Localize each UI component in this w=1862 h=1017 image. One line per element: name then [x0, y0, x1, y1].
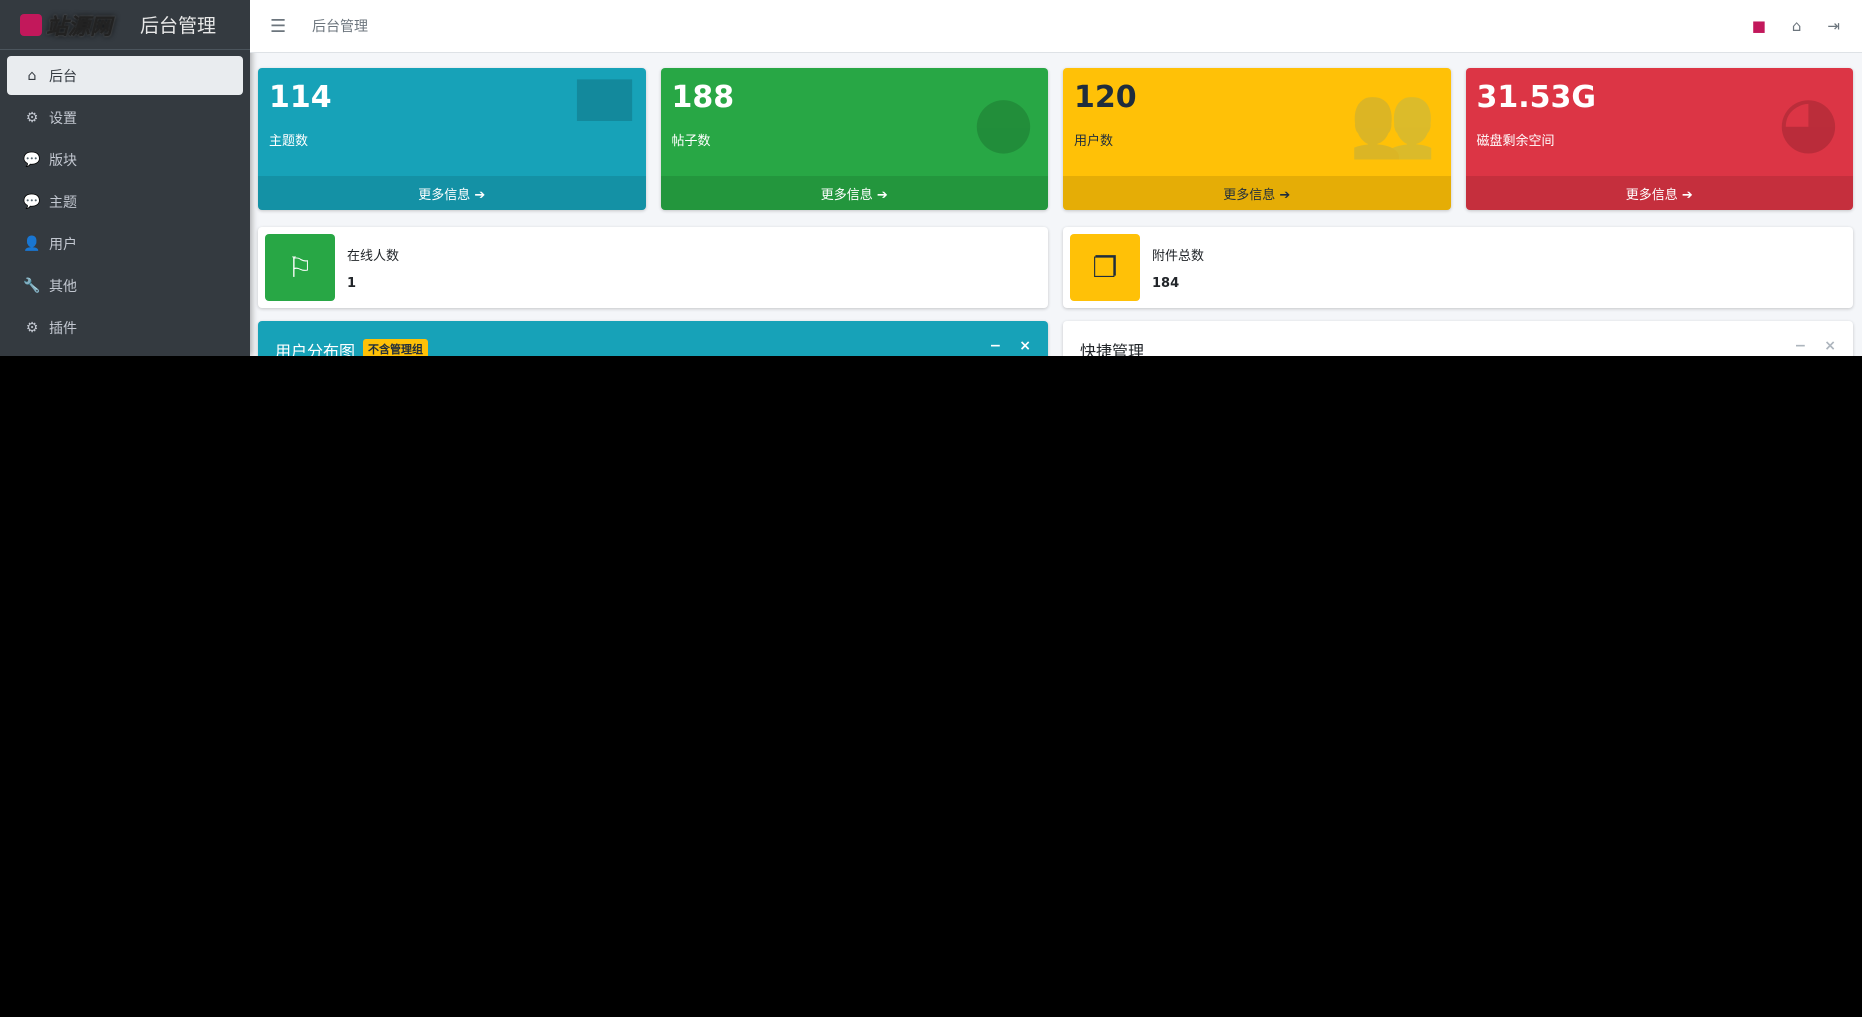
stat-value: 31.53G: [1476, 80, 1597, 115]
more-info-link[interactable]: 更多信息 ➔: [258, 176, 646, 210]
home-icon: ⌂: [27, 67, 37, 84]
main-content: 114 主题数 ▀ 更多信息 ➔ 188 帖子数 ● 更多信息 ➔ 120 用户数 👥 更多信息 ➔ 3…: [258, 68, 1853, 356]
sidebar-item-3[interactable]: 💬 主题: [7, 182, 243, 221]
logout-icon[interactable]: ⇥: [1827, 17, 1840, 35]
copy-icon: ❐: [1070, 234, 1140, 301]
sidebar-item-2[interactable]: 💬 版块: [7, 140, 243, 179]
logo-text: 站源网: [46, 14, 113, 40]
close-button[interactable]: ×: [1019, 338, 1031, 354]
more-info-link[interactable]: 更多信息 ➔: [660, 176, 1048, 210]
sidebar-item-label: 版块: [49, 152, 77, 169]
gear-icon: ⚙: [25, 109, 39, 126]
info-box: ⚐ 在线人数 1: [258, 227, 1048, 308]
stat-box: 120 用户数 👥 更多信息 ➔: [1063, 68, 1451, 210]
cogs-icon: ⚙: [25, 319, 39, 336]
pie-chart-icon: ◕: [1777, 80, 1839, 162]
more-info-link[interactable]: 更多信息 ➔: [1063, 176, 1451, 210]
stat-value: 188: [671, 80, 735, 115]
collapse-button[interactable]: −: [989, 338, 1002, 354]
home-icon[interactable]: ⌂: [1791, 17, 1802, 35]
comment-icon: 💬: [23, 151, 41, 168]
sidebar-nav: ⌂ 后台 ⚙ 设置 💬 版块 💬 主题 👤 用户 🔧 其他 ⚙ 插件: [0, 50, 250, 356]
sidebar-item-4[interactable]: 👤 用户: [7, 224, 243, 263]
menu-toggle-icon[interactable]: ☰: [270, 15, 287, 37]
user-distribution-card: 用户分布图 不含管理组 − ×: [258, 321, 1048, 356]
collapse-button[interactable]: −: [1794, 338, 1807, 354]
user-icon: 👤: [23, 235, 41, 252]
stat-label: 帖子数: [671, 134, 711, 149]
card-title: 快捷管理: [1080, 342, 1145, 356]
stat-box: 188 帖子数 ● 更多信息 ➔: [660, 68, 1048, 210]
info-box: ❐ 附件总数 184: [1063, 227, 1853, 308]
close-button[interactable]: ×: [1824, 338, 1836, 354]
quick-manage-card: 快捷管理 − ×: [1063, 321, 1853, 356]
comment-icon: ▀: [577, 80, 632, 162]
site-logo: 站源网: [20, 9, 130, 41]
sidebar-item-1[interactable]: ⚙ 设置: [7, 98, 243, 137]
stat-label: 主题数: [269, 134, 309, 149]
stat-value: 114: [269, 80, 332, 115]
info-value: 184: [1152, 275, 1180, 291]
brand-title: 后台管理: [140, 15, 217, 37]
sidebar-item-label: 后台: [49, 68, 77, 85]
stat-box: 114 主题数 ▀ 更多信息 ➔: [258, 68, 646, 210]
stat-label: 用户数: [1074, 134, 1114, 149]
sidebar-item-label: 主题: [49, 194, 77, 211]
brand[interactable]: 站源网 后台管理: [0, 0, 250, 50]
badge: 不含管理组: [363, 339, 429, 356]
plugin-store-icon[interactable]: ■: [1751, 17, 1766, 35]
admin-app: 站源网 后台管理 ⌂ 后台 ⚙ 设置 💬 版块 💬 主题 👤 用户 🔧 其他 ⚙ 插件 ☰ 后台管理 ■ …: [0, 0, 1862, 356]
comments-icon: ●: [972, 80, 1034, 162]
info-label: 在线人数: [347, 248, 400, 264]
info-value: 1: [347, 275, 357, 291]
info-row: ⚐ 在线人数 1 ❐ 附件总数 184: [258, 227, 1853, 308]
sidebar-item-label: 用户: [49, 236, 77, 253]
comment-icon: 💬: [23, 193, 41, 210]
more-info-link[interactable]: 更多信息 ➔: [1465, 176, 1853, 210]
breadcrumb: 后台管理: [312, 19, 368, 35]
sidebar-item-label: 插件: [49, 320, 77, 337]
sidebar-item-6[interactable]: ⚙ 插件: [7, 308, 243, 347]
sidebar-item-5[interactable]: 🔧 其他: [7, 266, 243, 305]
top-header: ☰ 后台管理 ■ ⌂ ⇥: [250, 0, 1862, 53]
info-label: 附件总数: [1152, 248, 1205, 264]
wrench-icon: 🔧: [23, 277, 41, 294]
stat-box: 31.53G 磁盘剩余空间 ◕ 更多信息 ➔: [1465, 68, 1853, 210]
sidebar-item-0[interactable]: ⌂ 后台: [7, 56, 243, 95]
sidebar-item-label: 其他: [49, 278, 77, 295]
stats-row: 114 主题数 ▀ 更多信息 ➔ 188 帖子数 ● 更多信息 ➔ 120 用户数 👥 更多信息 ➔ 3…: [258, 68, 1853, 210]
stat-value: 120: [1074, 80, 1137, 115]
flag-icon: ⚐: [265, 234, 335, 301]
card-title: 用户分布图: [275, 342, 356, 356]
sidebar: 站源网 后台管理 ⌂ 后台 ⚙ 设置 💬 版块 💬 主题 👤 用户 🔧 其他 ⚙ 插件: [0, 0, 250, 356]
stat-label: 磁盘剩余空间: [1476, 134, 1555, 149]
sidebar-item-label: 设置: [49, 110, 77, 127]
users-icon: 👥: [1349, 80, 1437, 162]
